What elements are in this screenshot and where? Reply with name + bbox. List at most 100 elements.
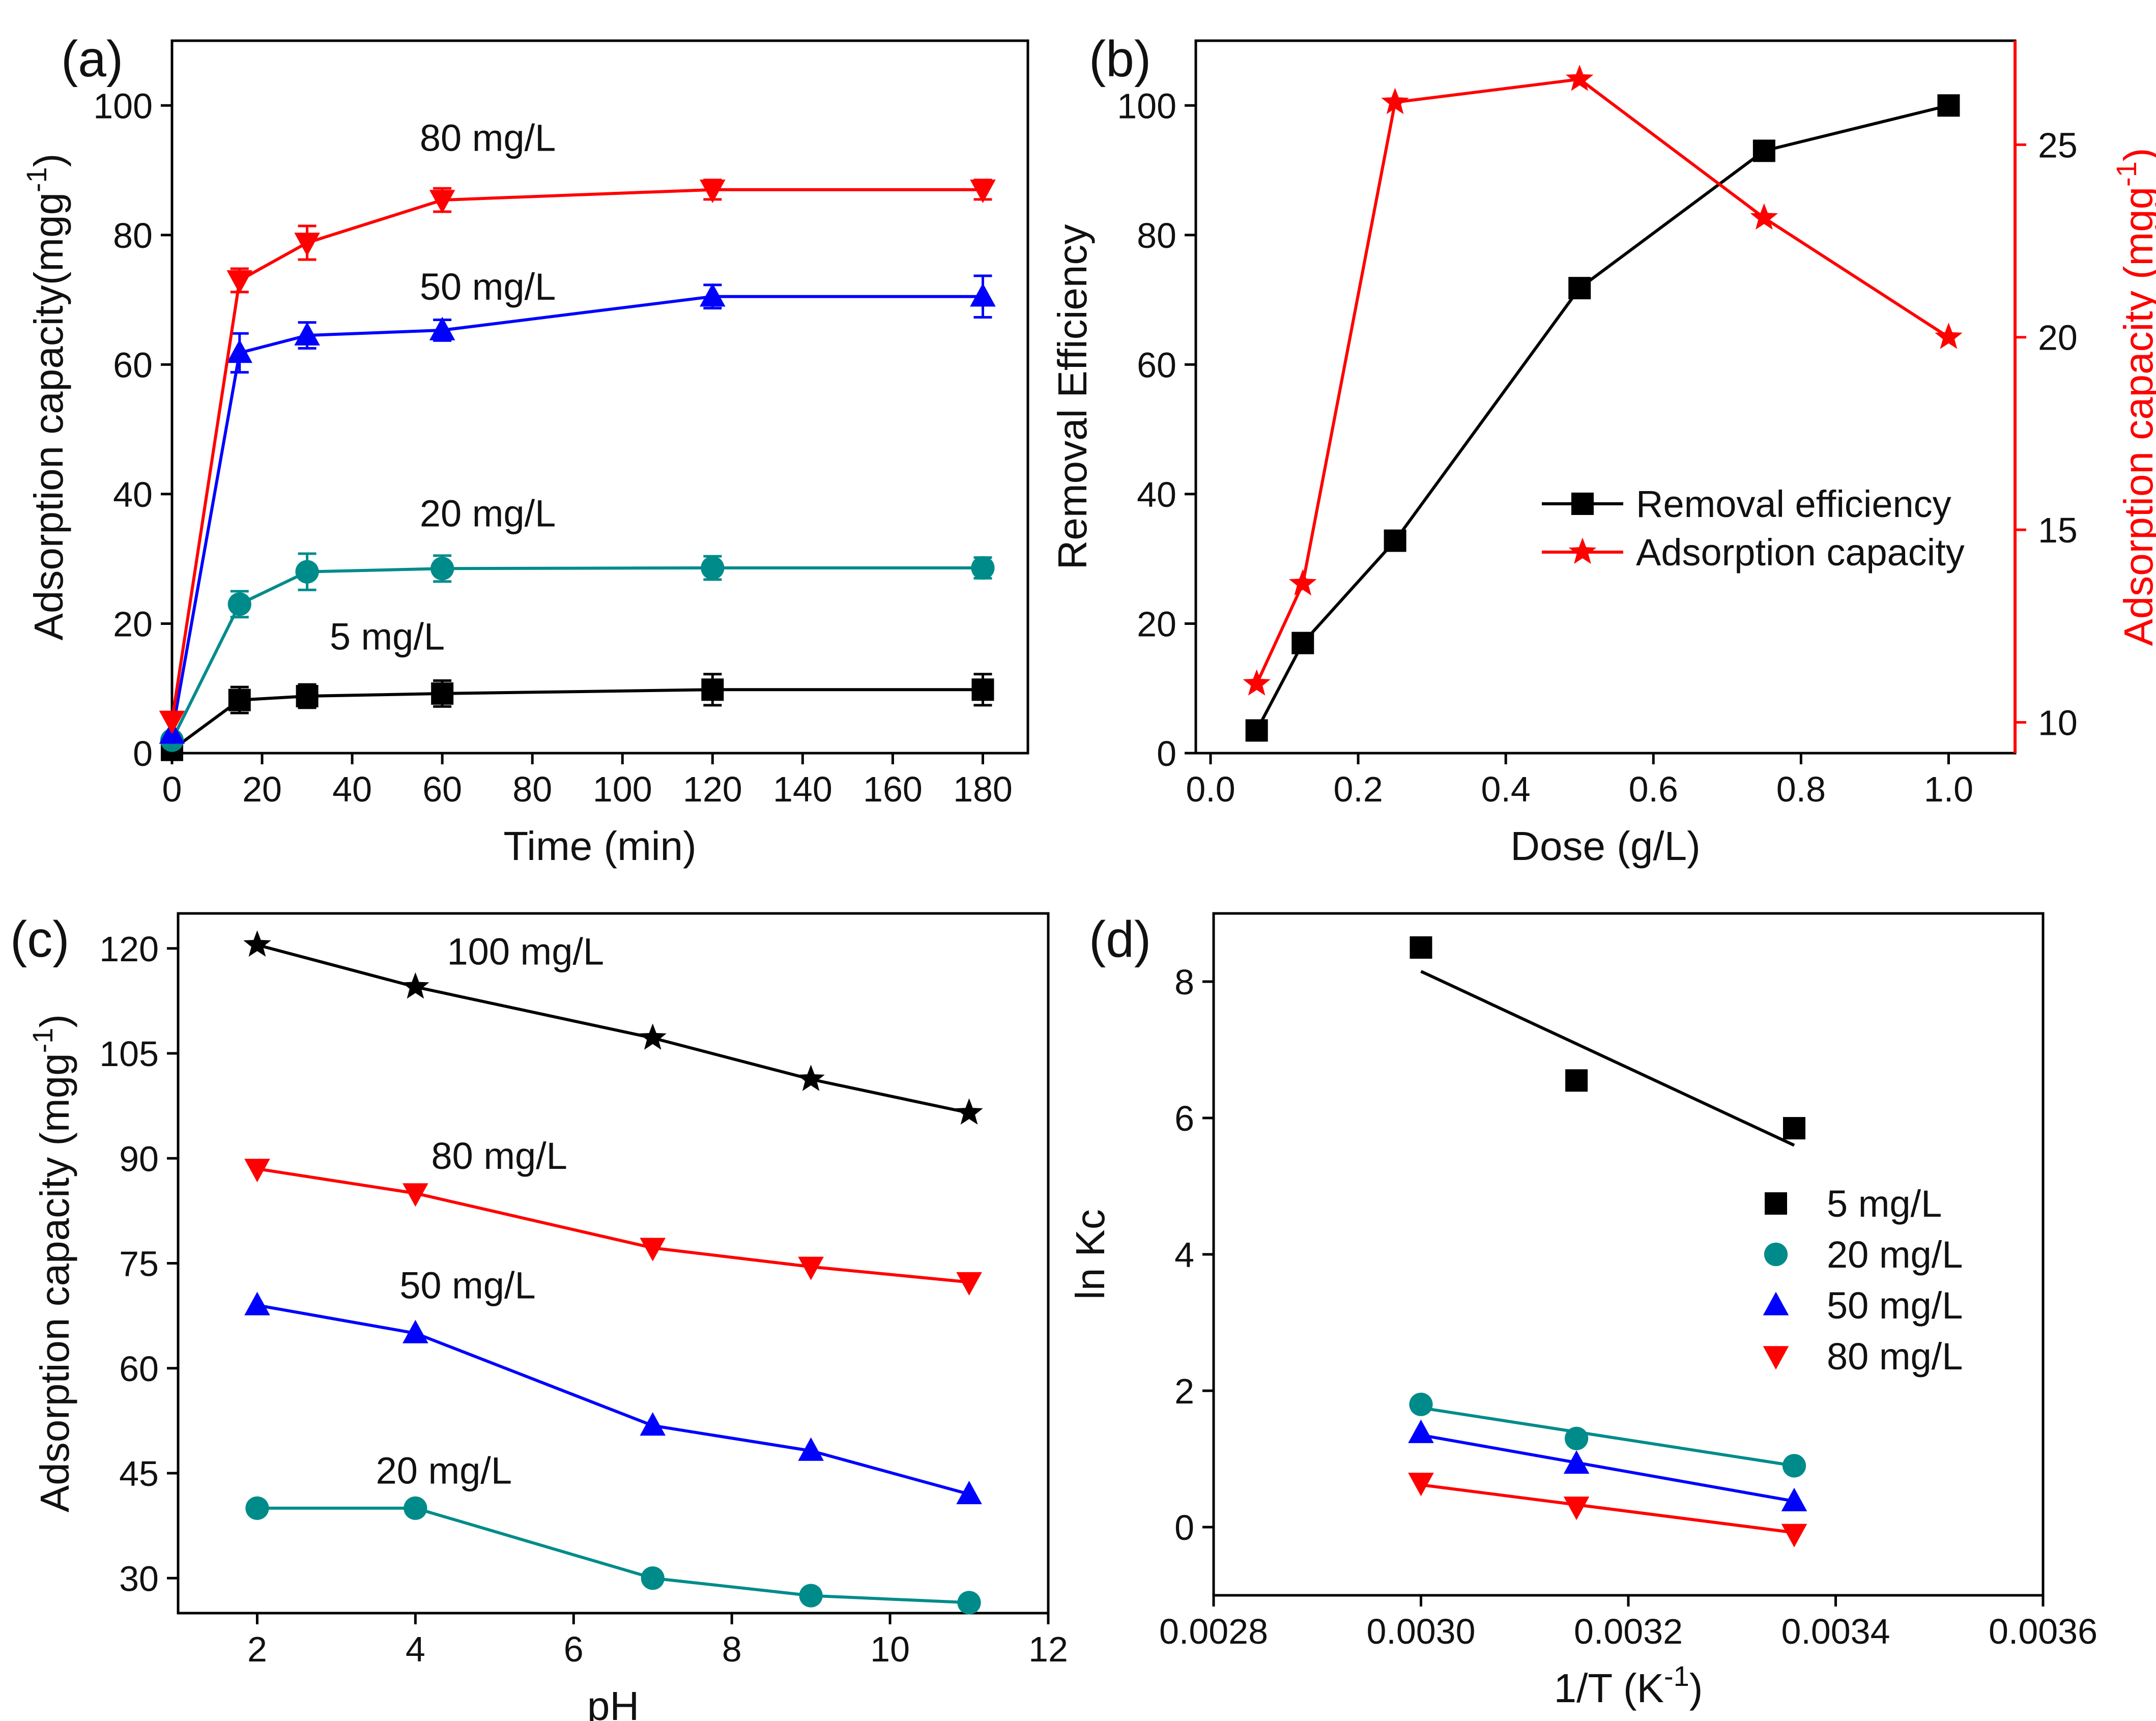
data-point [640, 1412, 666, 1436]
series-80-mg-l: 80 mg/L [159, 117, 996, 734]
panel-label: (c) [10, 911, 70, 968]
data-point [701, 556, 725, 580]
x-tick-label: 0.0030 [1366, 1612, 1475, 1651]
fit-line [1420, 970, 1795, 1147]
legend-marker [1765, 1192, 1787, 1215]
x-axis-label-text: 1/T (K [1554, 1666, 1664, 1711]
y-axis-label-text: Adsorption capacity (mgg [32, 1053, 77, 1512]
data-point [956, 1480, 982, 1505]
data-point [1783, 1117, 1805, 1140]
y-tick-label: 30 [119, 1559, 159, 1598]
legend-label: 5 mg/L [1827, 1183, 1942, 1225]
legend-label: 50 mg/L [1827, 1284, 1963, 1327]
x-tick-label: 0.0034 [1781, 1612, 1890, 1651]
data-point [159, 710, 185, 734]
fit-line [1420, 1433, 1795, 1503]
data-point [294, 233, 320, 256]
data-point [640, 1238, 666, 1261]
panel-label: (a) [61, 31, 123, 88]
data-point [1289, 569, 1317, 596]
data-point [1781, 1487, 1807, 1511]
panel-label: (b) [1089, 31, 1151, 88]
data-point [639, 1023, 667, 1050]
legend-label: Removal efficiency [1636, 483, 1951, 525]
x-axis-label-close: ) [1689, 1666, 1703, 1711]
series-5-mg-l: 5 mg/L [161, 615, 994, 761]
data-point [226, 339, 253, 363]
data-point [797, 1065, 825, 1091]
x-axis-label: Dose (g/L) [1510, 823, 1700, 869]
y-axis-label: ln Kc [1068, 1209, 1113, 1300]
data-point [228, 689, 251, 711]
y-axis-label-close: ) [32, 1014, 77, 1028]
y-tick-label: 105 [99, 1034, 159, 1074]
fit-line [1421, 1483, 1795, 1534]
data-point [296, 685, 319, 707]
y-tick-label: 40 [1137, 475, 1176, 514]
data-point [294, 322, 320, 346]
series-line [1255, 104, 1949, 731]
x-tick-label: 0.6 [1629, 769, 1678, 809]
x-tick-label: 0 [162, 769, 182, 809]
x-tick-label: 40 [332, 769, 372, 809]
data-point [429, 317, 455, 340]
x-tick-label: 20 [242, 769, 282, 809]
x-tick-label: 140 [773, 769, 832, 809]
x-axis-label: Time (min) [503, 823, 696, 869]
data-point [799, 1584, 823, 1608]
y-tick-label: 60 [113, 345, 153, 385]
y-tick-label: 4 [1174, 1235, 1194, 1275]
x-tick-label: 0.0036 [1989, 1612, 2097, 1651]
y-axis-label: Adsorption capacity (mgg-1) [26, 1014, 77, 1512]
x-tick-label: 8 [722, 1629, 742, 1669]
x-tick-label: 80 [512, 769, 552, 809]
x-tick-label: 0.0 [1186, 769, 1235, 809]
x-tick-label: 1.0 [1924, 769, 1973, 809]
y-axis-label-text: Adsorption capacity(mgg [26, 192, 71, 640]
data-point [1384, 529, 1406, 552]
y-axis-label-text: Removal Efficiency [1050, 224, 1095, 570]
series-50-mg-l [1408, 1419, 1807, 1511]
x-tick-label: 0.8 [1776, 769, 1826, 809]
data-point [1291, 632, 1314, 654]
series-annotation: 80 mg/L [431, 1135, 567, 1177]
data-point [244, 1159, 270, 1183]
x-tick-label: 160 [863, 769, 923, 809]
y2-tick-label: 15 [2038, 510, 2078, 550]
data-point [226, 270, 253, 294]
y-tick-label: 0 [1157, 734, 1176, 773]
legend-marker [1763, 1346, 1789, 1370]
series-line [256, 1304, 970, 1496]
data-point [641, 1566, 665, 1590]
data-point [429, 190, 455, 214]
y-tick-label: 80 [1137, 216, 1176, 255]
series-line [256, 1167, 969, 1284]
plot-frame [1194, 39, 2017, 755]
data-point [1410, 936, 1432, 959]
y2-axis-label-sup: -1 [2110, 161, 2142, 187]
data-point [1408, 1419, 1434, 1443]
data-point [701, 678, 724, 701]
data-point [1566, 65, 1594, 91]
panel-label: (d) [1089, 911, 1151, 968]
series-line [170, 566, 983, 741]
legend-label: Adsorption capacity [1636, 531, 1965, 573]
panel-c: (c) 2 4 6 8 10 12 30 45 60 75 90 105 120 pH Adsorption … [10, 911, 1068, 1721]
legend-marker [1568, 537, 1597, 564]
y-axis-label-sup: -1 [20, 167, 52, 192]
series-line [170, 295, 983, 734]
y-tick-label: 75 [119, 1244, 159, 1284]
series-line [256, 943, 970, 1114]
x-tick-label: 10 [870, 1629, 910, 1669]
y-axis-label: Adsorption capacity(mgg-1) [20, 154, 71, 641]
x-tick-label: 100 [593, 769, 652, 809]
legend-label: 20 mg/L [1827, 1234, 1963, 1276]
data-point [244, 1292, 270, 1315]
series-annotation: 100 mg/L [447, 930, 605, 972]
fit-line [1421, 1406, 1795, 1468]
y-tick-label: 60 [1137, 345, 1176, 385]
y-tick-label: 60 [119, 1349, 159, 1389]
y-tick-label: 0 [133, 734, 153, 773]
data-point [227, 592, 251, 616]
data-point [1782, 1454, 1806, 1478]
